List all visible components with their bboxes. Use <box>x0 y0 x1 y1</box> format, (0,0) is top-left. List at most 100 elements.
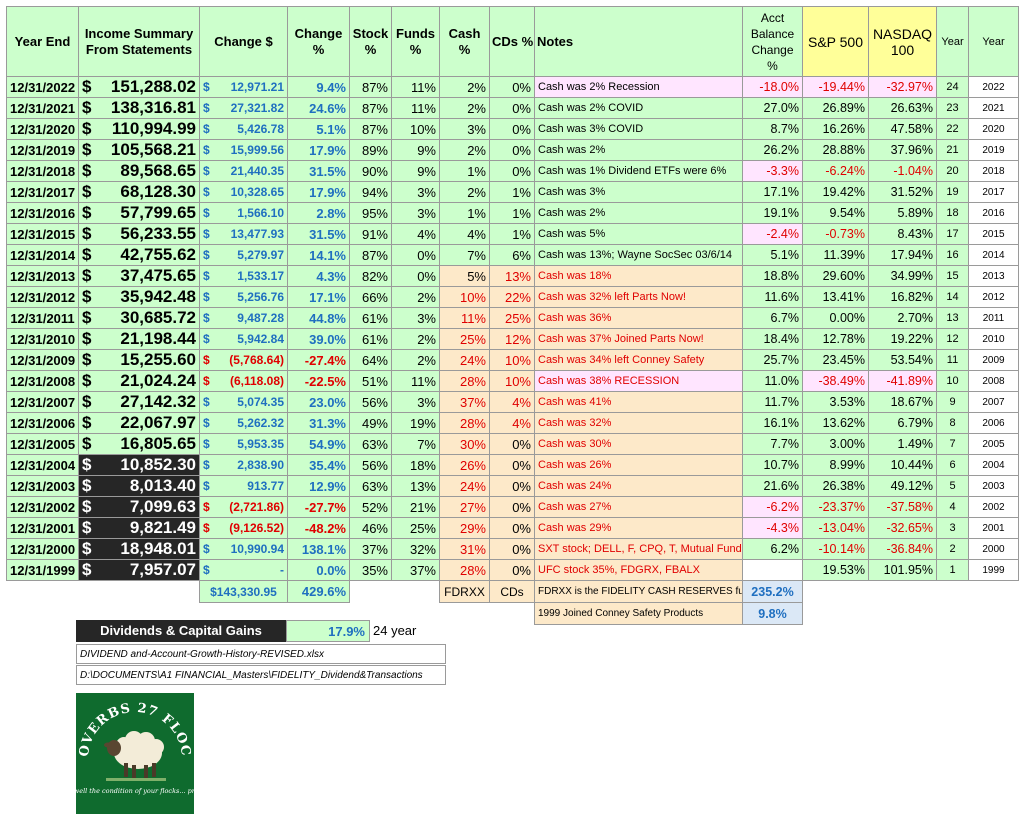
cell-sp500: 3.53% <box>802 391 869 413</box>
change-value: (5,768.64) <box>229 353 284 367</box>
cell-acct-change: 16.1% <box>742 412 803 434</box>
currency-symbol: $ <box>82 119 92 139</box>
cell-year-end: 12/31/2022 <box>6 76 79 98</box>
cell-change-pct: -22.5% <box>287 370 350 392</box>
cell-change-dollar: $5,953.35 <box>199 433 288 455</box>
currency-symbol: $ <box>82 434 92 454</box>
currency-symbol: $ <box>203 248 210 262</box>
income-value: 21,024.24 <box>120 371 196 391</box>
change-value: 5,262.32 <box>237 416 284 430</box>
income-value: 110,994.99 <box>111 119 196 139</box>
cell-cds: 1% <box>489 181 535 203</box>
cell-income: $22,067.97 <box>78 412 200 434</box>
cell-year-end: 12/31/2001 <box>6 517 79 539</box>
cell-change-pct: 9.4% <box>287 76 350 98</box>
currency-symbol: $ <box>82 413 92 433</box>
total-acct-change: 235.2% <box>742 580 803 603</box>
cell-stock: 37% <box>349 538 392 560</box>
cell-year-count: 4 <box>936 496 969 518</box>
dividends-summary: Dividends & Capital Gains 17.9% 24 year <box>76 620 446 642</box>
table-row: 12/31/2015 $56,233.55 $13,477.93 31.5% 91% 4%… <box>6 223 1019 245</box>
cell-year-count: 13 <box>936 307 969 329</box>
cell-stock: 49% <box>349 412 392 434</box>
total-note-joined: 1999 Joined Conney Safety Products <box>534 602 743 625</box>
cell-sp500: 12.78% <box>802 328 869 350</box>
cell-year-count: 14 <box>936 286 969 308</box>
currency-symbol: $ <box>82 539 92 559</box>
cell-cds: 0% <box>489 97 535 119</box>
cell-cds: 0% <box>489 433 535 455</box>
cell-year: 2020 <box>968 118 1019 140</box>
cell-change-pct: 17.1% <box>287 286 350 308</box>
cell-change-dollar: $5,942.84 <box>199 328 288 350</box>
cell-acct-change: -4.3% <box>742 517 803 539</box>
header-cash: Cash % <box>439 6 490 77</box>
cell-income: $9,821.49 <box>78 517 200 539</box>
total-acct-average: 9.8% <box>742 602 803 625</box>
cell-sp500: -23.37% <box>802 496 869 518</box>
cell-year-count: 3 <box>936 517 969 539</box>
currency-symbol: $ <box>203 332 210 346</box>
cell-cash: 2% <box>439 139 490 161</box>
cell-nasdaq: -36.84% <box>868 538 937 560</box>
cell-year-count: 15 <box>936 265 969 287</box>
cell-cash: 2% <box>439 97 490 119</box>
cell-sp500: 29.60% <box>802 265 869 287</box>
currency-symbol: $ <box>82 329 92 349</box>
income-value: 7,957.07 <box>129 560 196 580</box>
cell-stock: 35% <box>349 559 392 581</box>
cell-stock: 89% <box>349 139 392 161</box>
header-change-dollar: Change $ <box>199 6 288 77</box>
cell-funds: 11% <box>391 97 440 119</box>
folder-path: D:\DOCUMENTS\A1 FINANCIAL_Masters\FIDELI… <box>76 665 446 685</box>
cell-note: Cash was 2% COVID <box>534 97 743 119</box>
cell-cash: 24% <box>439 349 490 371</box>
cell-year: 2021 <box>968 97 1019 119</box>
table-row: 12/31/2011 $30,685.72 $9,487.28 44.8% 61% 3% 1… <box>6 307 1019 329</box>
currency-symbol: $ <box>82 497 92 517</box>
cell-note: Cash was 3% <box>534 181 743 203</box>
cell-funds: 11% <box>391 370 440 392</box>
income-value: 18,948.01 <box>120 539 196 559</box>
change-value: 10,328.65 <box>230 185 284 199</box>
change-value: 913.77 <box>247 479 284 493</box>
cell-stock: 63% <box>349 475 392 497</box>
cell-cds: 0% <box>489 559 535 581</box>
cell-year-count: 2 <box>936 538 969 560</box>
proverbs-logo: PROVERBS 27 FLOCKS Know well the conditi… <box>76 693 194 814</box>
currency-symbol: $ <box>82 182 92 202</box>
cell-cds: 10% <box>489 349 535 371</box>
cell-change-pct: 31.5% <box>287 223 350 245</box>
cell-change-pct: 17.9% <box>287 181 350 203</box>
cell-acct-change: 19.1% <box>742 202 803 224</box>
cell-year-count: 11 <box>936 349 969 371</box>
cell-acct-change <box>742 559 803 581</box>
cell-stock: 56% <box>349 454 392 476</box>
cell-cash: 28% <box>439 370 490 392</box>
change-value: - <box>280 563 284 577</box>
cell-change-pct: 24.6% <box>287 97 350 119</box>
cell-year-end: 12/31/2017 <box>6 181 79 203</box>
cell-year-end: 12/31/2021 <box>6 97 79 119</box>
table-row: 12/31/2001 $9,821.49 $ (9,126.52) -48.2% 46% 2… <box>6 517 1019 539</box>
cell-income: $37,475.65 <box>78 265 200 287</box>
change-value: (9,126.52) <box>229 521 284 535</box>
change-value: (2,721.86) <box>229 500 284 514</box>
cell-cash: 27% <box>439 496 490 518</box>
cell-change-dollar: $15,999.56 <box>199 139 288 161</box>
total-fdrxx-label: FDRXX <box>439 580 490 603</box>
totals-spacer-2 <box>350 581 440 603</box>
change-value: 1,566.10 <box>237 206 284 220</box>
cell-cash: 4% <box>439 223 490 245</box>
cell-change-dollar: $1,533.17 <box>199 265 288 287</box>
cell-nasdaq: 34.99% <box>868 265 937 287</box>
header-row: Year End Income Summary From Statements … <box>6 6 1019 77</box>
income-value: 8,013.40 <box>129 476 196 496</box>
currency-symbol: $ <box>82 392 92 412</box>
cell-cds: 12% <box>489 328 535 350</box>
cell-cash: 24% <box>439 475 490 497</box>
cell-acct-change: 6.7% <box>742 307 803 329</box>
table-row: 12/31/2007 $27,142.32 $5,074.35 23.0% 56% 3% 3… <box>6 391 1019 413</box>
cell-income: $21,198.44 <box>78 328 200 350</box>
cell-cash: 5% <box>439 265 490 287</box>
